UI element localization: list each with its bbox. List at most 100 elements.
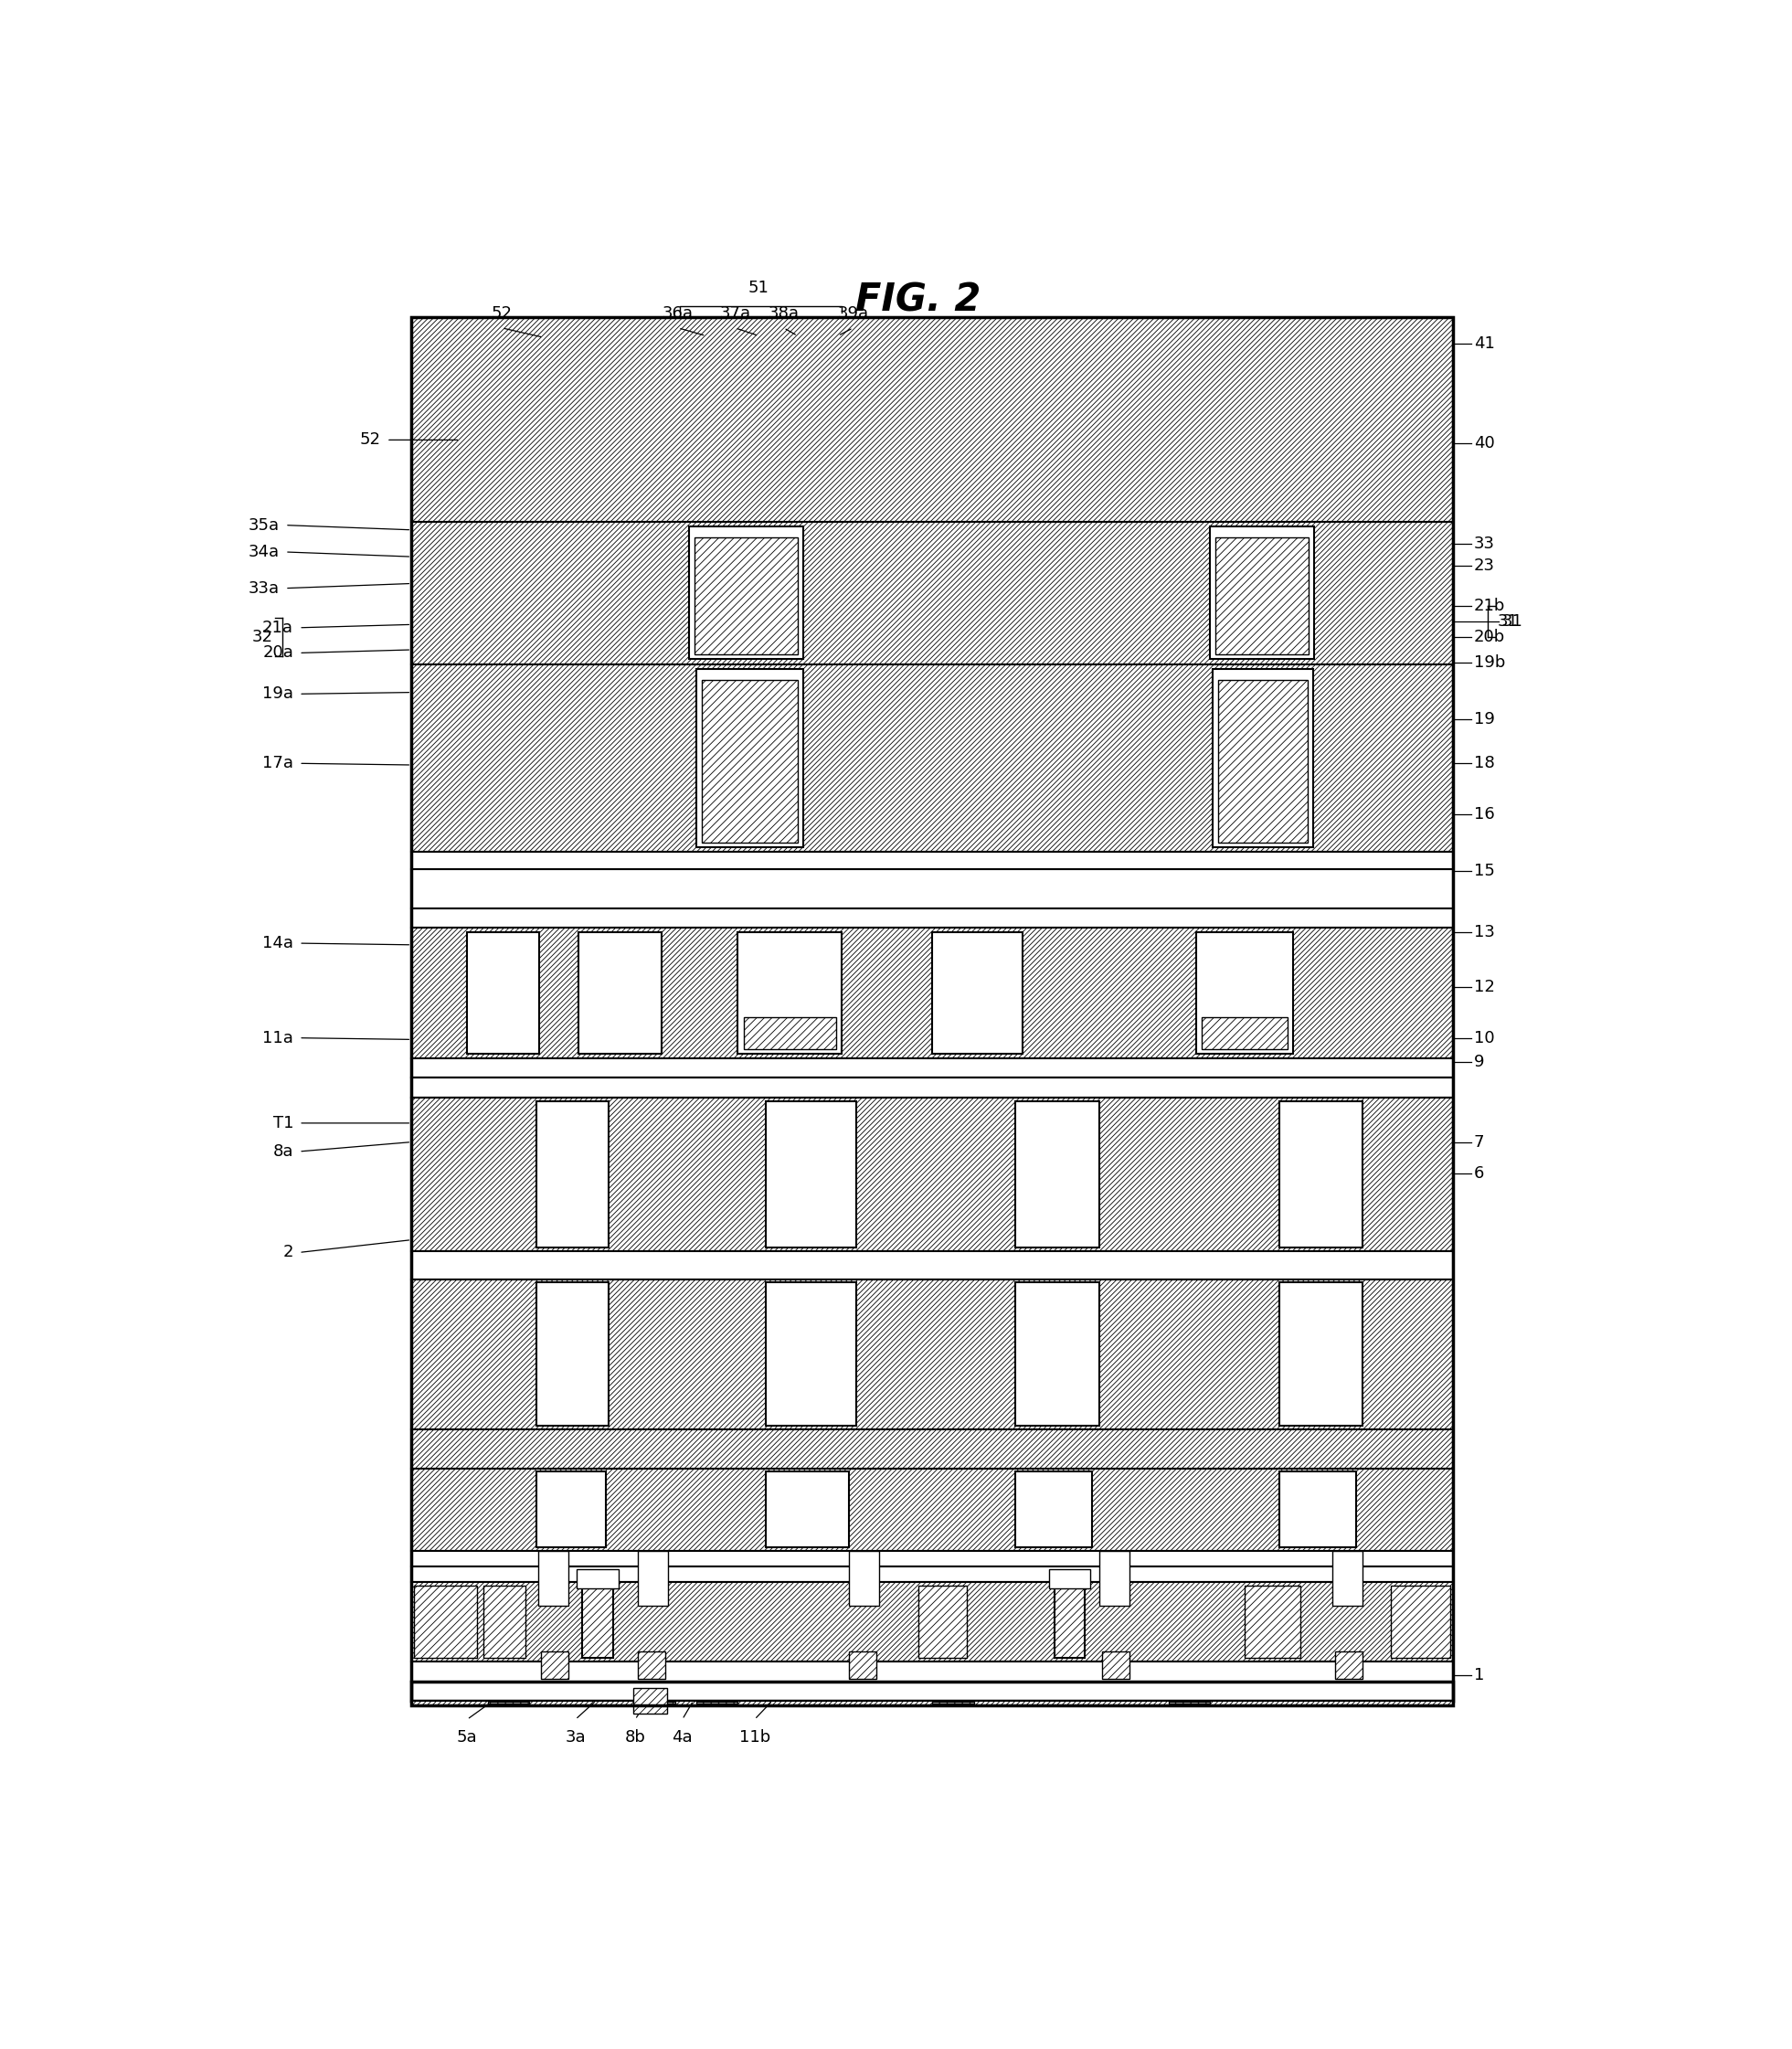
Text: 7: 7 (1475, 1133, 1484, 1149)
Bar (412, 1469, 1453, 1551)
Text: 13: 13 (1475, 924, 1495, 940)
Bar (1197, 932, 1294, 1053)
Text: 19b: 19b (1475, 654, 1505, 670)
Bar (412, 908, 1453, 928)
Bar (1335, 1651, 1364, 1678)
Bar (1215, 537, 1308, 654)
Text: 11a: 11a (262, 1031, 294, 1047)
Text: 35a: 35a (249, 516, 280, 533)
Bar (577, 1570, 618, 1588)
Text: 52: 52 (360, 432, 382, 449)
Text: 19: 19 (1475, 711, 1495, 727)
Text: 11b: 11b (738, 1729, 771, 1746)
Bar (765, 1100, 857, 1248)
Bar (638, 1651, 665, 1678)
Bar (765, 1283, 857, 1426)
Bar (634, 1688, 667, 1713)
Bar (412, 1430, 1453, 1469)
Bar (412, 1551, 1453, 1565)
Text: 8a: 8a (272, 1143, 294, 1160)
Bar (1391, 1586, 1450, 1658)
Bar (1219, 680, 1308, 842)
Text: 6: 6 (1475, 1166, 1484, 1182)
Bar (412, 664, 1453, 852)
Text: 2: 2 (283, 1244, 294, 1260)
Text: 37a: 37a (719, 305, 751, 322)
Bar (412, 318, 1453, 522)
Bar (1279, 1283, 1364, 1426)
Bar (536, 1283, 609, 1426)
Bar (582, 1586, 613, 1658)
Bar (638, 1551, 668, 1606)
Bar (738, 932, 842, 1053)
Text: 16: 16 (1475, 805, 1495, 822)
Bar (412, 928, 1453, 1059)
Text: 20b: 20b (1475, 629, 1505, 645)
Bar (1331, 1551, 1364, 1606)
Text: 33: 33 (1475, 537, 1495, 553)
Text: 9: 9 (1475, 1053, 1484, 1070)
Bar (412, 522, 1453, 664)
Text: 36a: 36a (663, 305, 694, 322)
Bar (849, 1551, 880, 1606)
Text: 15: 15 (1475, 863, 1495, 879)
Text: 18: 18 (1475, 756, 1495, 772)
Text: 12: 12 (1475, 979, 1495, 996)
Bar (536, 1471, 606, 1547)
Text: 14a: 14a (262, 934, 294, 951)
Text: T1: T1 (272, 1115, 294, 1131)
Bar (1279, 1471, 1357, 1547)
Bar (468, 932, 539, 1053)
Bar (412, 852, 1453, 869)
Bar (1016, 1283, 1098, 1426)
Bar (412, 1250, 1453, 1279)
Bar (412, 1662, 1453, 1682)
Bar (1210, 527, 1314, 660)
Bar (579, 932, 661, 1053)
Text: 31: 31 (1498, 613, 1518, 629)
Bar (697, 668, 803, 846)
Text: 31: 31 (1502, 613, 1523, 629)
Bar (412, 1098, 1453, 1250)
Text: 32: 32 (251, 629, 272, 645)
Text: 21b: 21b (1475, 598, 1505, 615)
Text: 40: 40 (1475, 434, 1495, 451)
Text: 10: 10 (1475, 1031, 1495, 1047)
Bar (1048, 1570, 1091, 1588)
Text: 23: 23 (1475, 557, 1495, 574)
Text: 8b: 8b (625, 1729, 645, 1746)
Bar (849, 1651, 876, 1678)
Text: 33a: 33a (249, 580, 280, 596)
Text: 34a: 34a (249, 543, 280, 559)
Text: 41: 41 (1475, 336, 1495, 352)
Bar (919, 1586, 968, 1658)
Bar (1245, 1586, 1301, 1658)
Bar (412, 1565, 1453, 1582)
Bar (412, 869, 1453, 908)
Text: 52: 52 (491, 305, 513, 322)
Text: 19a: 19a (262, 686, 294, 703)
Bar (690, 527, 803, 660)
Text: FIG. 2: FIG. 2 (855, 281, 982, 320)
Bar (412, 318, 1453, 1705)
Text: 39a: 39a (837, 305, 869, 322)
Bar (412, 1582, 1453, 1662)
Bar (484, 1586, 525, 1658)
Bar (412, 1279, 1453, 1430)
Bar (695, 537, 797, 654)
Bar (1102, 1651, 1129, 1678)
Text: 4a: 4a (672, 1729, 694, 1746)
Bar (1098, 1551, 1129, 1606)
Text: 38a: 38a (769, 305, 799, 322)
Bar (536, 1100, 609, 1248)
Bar (412, 1682, 1453, 1701)
Bar (1202, 1018, 1288, 1049)
Bar (538, 1551, 568, 1606)
Bar (412, 1078, 1453, 1098)
Bar (1054, 1586, 1086, 1658)
Bar (541, 1651, 568, 1678)
Bar (744, 1018, 837, 1049)
Bar (1279, 1100, 1364, 1248)
Bar (1213, 668, 1314, 846)
Bar (702, 680, 797, 842)
